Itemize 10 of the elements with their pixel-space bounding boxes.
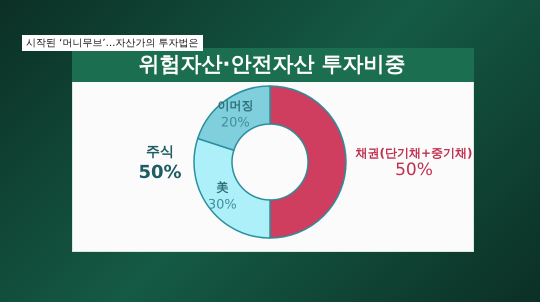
chart-title: 위험자산·안전자산 투자비중 [138,52,406,76]
slice-label: 이머징 [217,98,254,112]
slice-label: 美 [215,180,228,195]
text: 시작된 ‘머니무브’…자산가의 투자법은 [22,35,203,51]
data-label: 50% [395,160,433,180]
slice-label: 채권(단기채+중기채) [354,146,473,160]
data-label: 20% [220,115,250,130]
data-label: 30% [208,198,237,213]
text: 주식 [146,144,174,160]
text: 50% [138,162,182,183]
